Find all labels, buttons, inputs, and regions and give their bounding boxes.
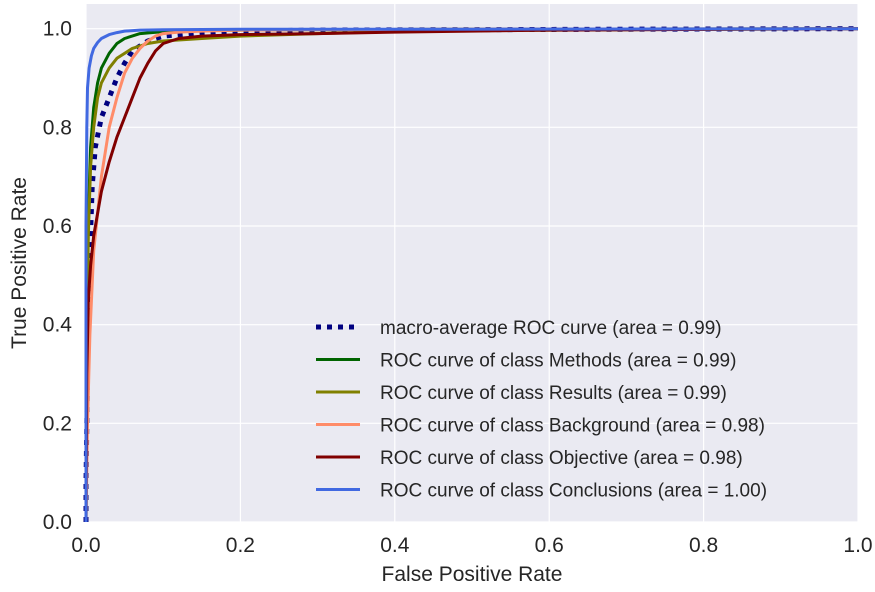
x-tick-label: 0.4 — [380, 534, 410, 557]
y-tick-label: 0.6 — [43, 215, 72, 238]
y-axis-label: True Positive Rate — [8, 177, 31, 349]
x-tick-label: 1.0 — [843, 534, 872, 557]
y-tick-label: 0.8 — [43, 116, 72, 139]
series-line-4 — [84, 27, 859, 523]
legend-entry-1: ROC curve of class Methods (area = 0.99) — [380, 351, 736, 372]
x-tick-label: 0.2 — [226, 534, 255, 557]
series-line-5 — [84, 27, 859, 522]
x-axis-label: False Positive Rate — [382, 563, 563, 586]
series-layer — [83, 26, 859, 523]
plot-area — [86, 4, 858, 522]
legend-entry-2: ROC curve of class Results (area = 0.99) — [380, 383, 727, 404]
x-tick-label: 0.8 — [689, 534, 718, 557]
y-tick-label: 0.4 — [43, 314, 73, 337]
legend-entry-4: ROC curve of class Objective (area = 0.9… — [380, 448, 743, 469]
y-tick-label: 0.2 — [43, 412, 72, 435]
x-tick-label: 0.6 — [535, 534, 564, 557]
legend-entry-5: ROC curve of class Conclusions (area = 1… — [380, 481, 767, 502]
y-tick-label: 1.0 — [43, 18, 72, 41]
tick-labels: 0.0 0.2 0.4 0.6 0.8 1.0 0.0 0.2 0.4 0.6 0.8 1.0 — [43, 18, 873, 557]
legend: macro-average ROC curve (area = 0.99) ROC… — [316, 318, 767, 502]
legend-entry-0: macro-average ROC curve (area = 0.99) — [380, 318, 722, 339]
y-tick-label: 0.0 — [43, 511, 72, 534]
legend-entry-3: ROC curve of class Background (area = 0.… — [380, 416, 765, 437]
x-tick-label: 0.0 — [71, 534, 100, 557]
